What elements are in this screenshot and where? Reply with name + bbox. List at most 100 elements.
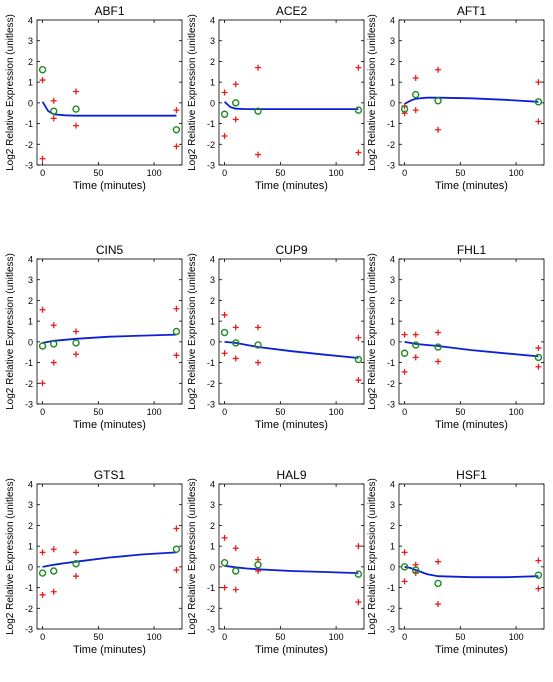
y-axis-label: Log2 Relative Expression (unitless) [187,478,198,635]
axes-box [36,483,183,630]
replicate-marker [173,107,180,114]
x-tick-label: 100 [509,168,524,178]
replicate-marker [355,599,362,606]
mean-marker [172,126,181,134]
replicate-marker [173,143,180,150]
y-tick-label: 2 [390,296,395,306]
y-tick-label: 1 [210,317,215,327]
axes-box [36,19,183,166]
mean-marker [412,90,420,99]
axes-box [218,483,365,630]
replicate-marker [50,359,57,366]
y-tick-label: 4 [210,480,215,490]
model-line [223,101,359,110]
y-axis-label: Log2 Relative Expression (unitless) [187,253,198,410]
y-tick-label: -2 [387,140,395,150]
replicate-marker [412,107,419,114]
x-tick-label: 0 [222,632,227,642]
x-tick-label: 50 [275,168,285,178]
mean-marker [50,340,58,348]
replicate-marker [39,306,46,313]
replicate-marker [412,331,419,338]
y-tick-label: -2 [207,379,215,389]
y-tick-label: 2 [28,296,33,306]
x-tick-label: 0 [222,168,227,178]
x-axis-label: Time (minutes) [73,180,146,192]
y-tick-label: -1 [207,583,215,593]
replicate-marker [355,543,362,550]
mean-marker [232,339,240,347]
mean-marker [38,569,47,577]
y-tick-label: 3 [390,500,395,510]
y-tick-label: -1 [25,583,33,593]
mean-marker [400,563,409,571]
y-tick-label: 0 [210,98,215,108]
mean-marker [434,97,442,105]
replicate-marker [255,324,262,331]
y-tick-label: -3 [207,161,215,171]
y-tick-label: 2 [210,57,215,67]
replicate-marker [435,558,442,565]
y-tick-label: 4 [390,16,395,26]
y-tick-label: 3 [28,500,33,510]
replicate-marker [232,81,239,88]
x-tick-label: 0 [402,632,407,642]
y-tick-label: -2 [25,140,33,150]
replicate-marker [535,585,542,592]
y-tick-label: 4 [390,255,395,265]
replicate-marker [173,566,180,573]
replicate-marker [221,534,228,541]
y-tick-label: 2 [28,57,33,67]
y-tick-label: 3 [28,36,33,46]
x-axis-label: Time (minutes) [255,180,328,192]
replicate-marker [435,126,442,133]
y-tick-label: 0 [28,562,33,572]
subplot-title: ABF1 [94,4,124,18]
y-tick-label: 3 [28,275,33,285]
y-tick-label: 2 [390,521,395,531]
x-axis-label: Time (minutes) [255,644,328,656]
replicate-marker [232,324,239,331]
mean-marker [254,107,262,115]
x-tick-label: 100 [329,168,344,178]
x-tick-label: 50 [455,632,465,642]
mean-marker [354,106,363,114]
mean-marker [254,341,262,349]
replicate-marker [401,549,408,556]
y-tick-label: 3 [390,275,395,285]
replicate-marker [73,122,80,129]
replicate-marker [535,363,542,370]
axes-box [36,258,183,405]
y-tick-label: 0 [390,337,395,347]
replicate-marker [255,359,262,366]
replicate-marker [39,77,46,84]
y-tick-label: -3 [25,400,33,410]
mean-marker [354,570,363,578]
replicate-marker [412,75,419,81]
y-tick-label: -3 [207,400,215,410]
replicate-marker [232,355,239,362]
subplot-title: ACE2 [276,4,308,18]
mean-marker [232,99,240,107]
y-tick-label: -2 [207,140,215,150]
replicate-marker [255,151,262,158]
y-tick-label: 1 [28,542,33,552]
replicate-marker [50,588,57,595]
subplot-title: HAL9 [276,468,306,482]
y-tick-label: 4 [28,255,33,265]
x-tick-label: 0 [402,168,407,178]
y-tick-label: -2 [387,379,395,389]
axes-box [398,483,545,630]
y-tick-label: -3 [25,625,33,635]
x-tick-label: 0 [402,407,407,417]
mean-marker [72,560,80,568]
mean-marker [412,566,420,574]
replicate-marker [412,354,419,361]
x-tick-label: 50 [275,407,285,417]
